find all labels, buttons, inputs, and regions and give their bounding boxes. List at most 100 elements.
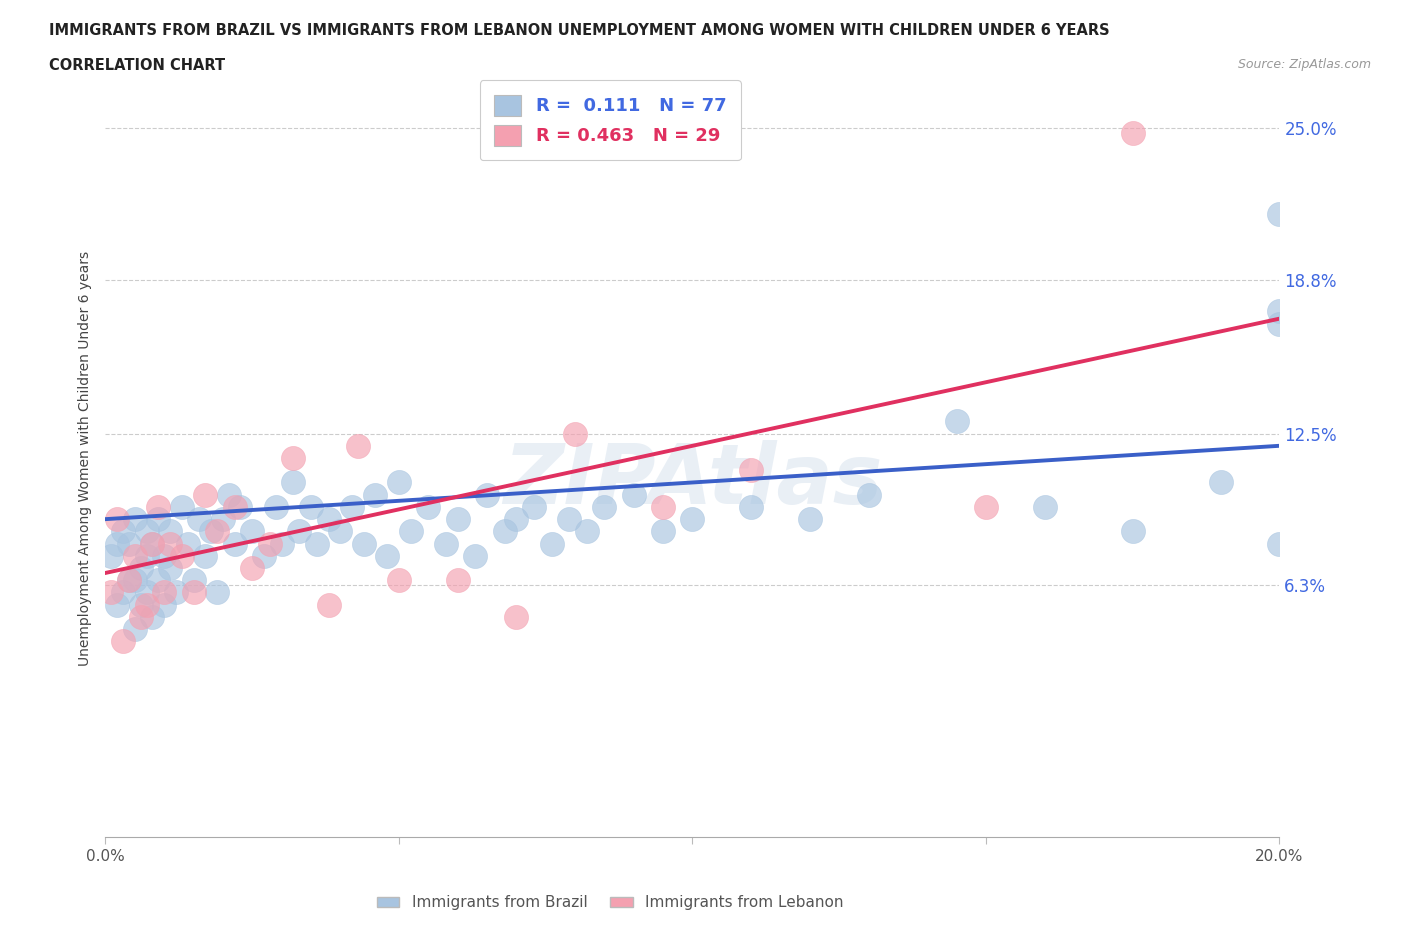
Point — [564, 426, 586, 441]
Point — [540, 537, 562, 551]
Point — [183, 573, 205, 588]
Text: ZIPAtlas: ZIPAtlas — [503, 440, 882, 521]
Point — [1268, 537, 1291, 551]
Point — [159, 524, 181, 538]
Point — [118, 573, 141, 588]
Point — [446, 573, 468, 588]
Point — [118, 573, 141, 588]
Point — [159, 537, 181, 551]
Point — [288, 524, 311, 538]
Point — [165, 585, 187, 600]
Point — [129, 609, 152, 624]
Point — [194, 549, 217, 564]
Point — [682, 512, 704, 526]
Point — [558, 512, 581, 526]
Point — [170, 549, 193, 564]
Point — [270, 537, 292, 551]
Point — [799, 512, 821, 526]
Point — [1209, 475, 1232, 490]
Point — [229, 499, 252, 514]
Point — [446, 512, 468, 526]
Point — [135, 549, 157, 564]
Point — [124, 512, 146, 526]
Point — [205, 585, 228, 600]
Point — [399, 524, 422, 538]
Point — [224, 499, 246, 514]
Point — [740, 499, 762, 514]
Point — [153, 585, 176, 600]
Point — [100, 585, 122, 600]
Text: CORRELATION CHART: CORRELATION CHART — [49, 58, 225, 73]
Point — [494, 524, 516, 538]
Point — [105, 537, 128, 551]
Point — [112, 634, 135, 649]
Point — [1268, 304, 1291, 319]
Point — [364, 487, 387, 502]
Point — [148, 573, 170, 588]
Point — [1122, 524, 1144, 538]
Point — [135, 597, 157, 612]
Point — [353, 537, 375, 551]
Point — [1033, 499, 1056, 514]
Point — [129, 597, 152, 612]
Point — [148, 512, 170, 526]
Point — [974, 499, 997, 514]
Point — [159, 561, 181, 576]
Point — [100, 549, 122, 564]
Point — [464, 549, 486, 564]
Point — [305, 537, 328, 551]
Point — [224, 537, 246, 551]
Point — [141, 609, 163, 624]
Point — [375, 549, 398, 564]
Point — [283, 475, 305, 490]
Point — [299, 499, 322, 514]
Point — [141, 537, 163, 551]
Point — [434, 537, 457, 551]
Point — [124, 622, 146, 637]
Point — [347, 438, 370, 453]
Text: IMMIGRANTS FROM BRAZIL VS IMMIGRANTS FROM LEBANON UNEMPLOYMENT AMONG WOMEN WITH : IMMIGRANTS FROM BRAZIL VS IMMIGRANTS FRO… — [49, 23, 1109, 38]
Point — [135, 524, 157, 538]
Point — [283, 451, 305, 466]
Point — [112, 585, 135, 600]
Point — [388, 573, 411, 588]
Point — [253, 549, 276, 564]
Point — [135, 585, 157, 600]
Point — [240, 561, 263, 576]
Point — [340, 499, 363, 514]
Point — [1122, 126, 1144, 140]
Point — [112, 524, 135, 538]
Point — [264, 499, 287, 514]
Point — [318, 597, 340, 612]
Point — [176, 537, 198, 551]
Point — [205, 524, 228, 538]
Text: Source: ZipAtlas.com: Source: ZipAtlas.com — [1237, 58, 1371, 71]
Point — [388, 475, 411, 490]
Point — [740, 463, 762, 478]
Point — [858, 487, 880, 502]
Point — [652, 499, 675, 514]
Point — [505, 512, 527, 526]
Point — [153, 597, 176, 612]
Point — [623, 487, 645, 502]
Point — [652, 524, 675, 538]
Point — [153, 549, 176, 564]
Point — [318, 512, 340, 526]
Point — [475, 487, 498, 502]
Point — [129, 561, 152, 576]
Point — [118, 537, 141, 551]
Point — [523, 499, 546, 514]
Legend: Immigrants from Brazil, Immigrants from Lebanon: Immigrants from Brazil, Immigrants from … — [370, 889, 851, 917]
Point — [418, 499, 440, 514]
Point — [124, 573, 146, 588]
Point — [105, 512, 128, 526]
Point — [575, 524, 598, 538]
Y-axis label: Unemployment Among Women with Children Under 6 years: Unemployment Among Women with Children U… — [79, 250, 93, 666]
Point — [505, 609, 527, 624]
Point — [218, 487, 240, 502]
Point — [1268, 316, 1291, 331]
Point — [240, 524, 263, 538]
Point — [593, 499, 616, 514]
Point — [200, 524, 222, 538]
Point — [170, 499, 193, 514]
